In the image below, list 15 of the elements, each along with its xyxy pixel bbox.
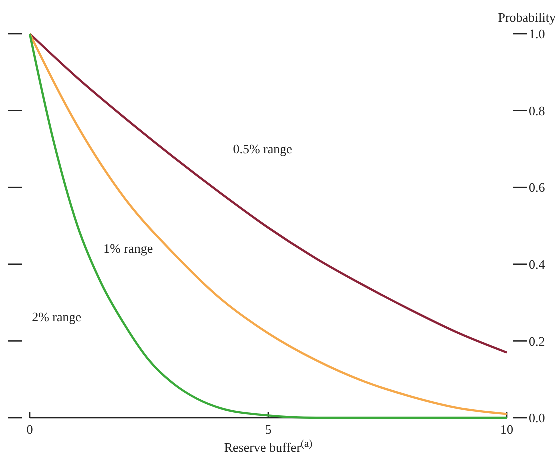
x-axis-title: Reserve buffer$^{(a)}$	[224, 438, 313, 455]
y-tick-label: 0.2	[529, 334, 546, 349]
y-axis-title: Probability	[498, 10, 556, 25]
y-tick-label: 0.0	[529, 410, 546, 426]
y-tick-label: 0.4	[529, 256, 546, 272]
line-series	[28, 32, 508, 354]
series-label: 1% range	[104, 240, 154, 256]
y-tick-label: 1.0	[529, 26, 546, 42]
text: 2% range	[32, 310, 82, 325]
text: 0.5% range	[233, 141, 293, 156]
y-tick-label: 0.6	[529, 180, 546, 196]
x-tick-label: 5	[265, 422, 272, 437]
x-tick-label: 10	[500, 422, 514, 437]
x-tick-label: 0	[26, 422, 34, 437]
y-tick-label: 0.8	[529, 103, 546, 118]
